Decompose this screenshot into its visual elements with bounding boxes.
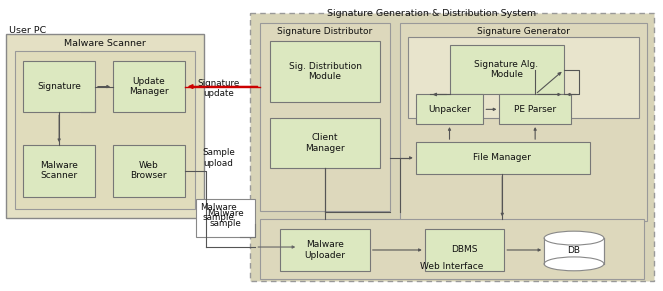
Bar (408, 37, 638, 118)
Text: Update
Manager: Update Manager (129, 77, 168, 96)
Text: Signature Alg.
Module: Signature Alg. Module (474, 60, 538, 79)
Bar (196, 199, 255, 237)
Text: User PC: User PC (9, 26, 46, 35)
Text: DB: DB (568, 246, 581, 255)
Text: Unpacker: Unpacker (428, 105, 471, 114)
Bar (416, 95, 483, 124)
Text: Signature Generation & Distribution System: Signature Generation & Distribution Syst… (327, 9, 536, 18)
Text: Client
Manager: Client Manager (305, 133, 345, 153)
Bar (23, 61, 95, 112)
Ellipse shape (544, 257, 604, 271)
Bar (113, 145, 184, 196)
Text: Malware
sample: Malware sample (207, 209, 244, 228)
Ellipse shape (544, 231, 604, 245)
Text: Signature: Signature (37, 82, 81, 91)
Text: File Manager: File Manager (473, 153, 531, 162)
Text: Signature
update: Signature update (198, 79, 239, 98)
Text: Malware
Scanner: Malware Scanner (40, 161, 78, 180)
Bar (15, 51, 194, 210)
Text: Malware
sample: Malware sample (200, 203, 237, 222)
Bar (450, 45, 564, 95)
Text: DBMS: DBMS (452, 246, 477, 255)
Bar (113, 61, 184, 112)
Bar (23, 145, 95, 196)
Bar (261, 23, 390, 211)
Text: Web Interface: Web Interface (420, 262, 483, 271)
Bar (544, 238, 604, 264)
Bar (400, 23, 646, 221)
Text: Malware
Uploader: Malware Uploader (304, 240, 345, 260)
Bar (251, 13, 654, 281)
Bar (261, 219, 644, 279)
Bar (271, 118, 380, 168)
Text: Web
Browser: Web Browser (131, 161, 167, 180)
Text: Sample
upload: Sample upload (202, 148, 235, 168)
Bar (424, 229, 505, 271)
Bar (499, 95, 571, 124)
Text: Sig. Distribution
Module: Sig. Distribution Module (288, 62, 361, 81)
Text: Signature Distributor: Signature Distributor (277, 27, 373, 36)
Bar (271, 41, 380, 102)
Bar (544, 238, 603, 264)
Bar (280, 229, 370, 271)
Text: Signature Generator: Signature Generator (477, 27, 570, 36)
Bar (7, 34, 204, 218)
Text: Malware Scanner: Malware Scanner (64, 39, 146, 48)
Text: PE Parser: PE Parser (514, 105, 556, 114)
Bar (416, 142, 590, 174)
